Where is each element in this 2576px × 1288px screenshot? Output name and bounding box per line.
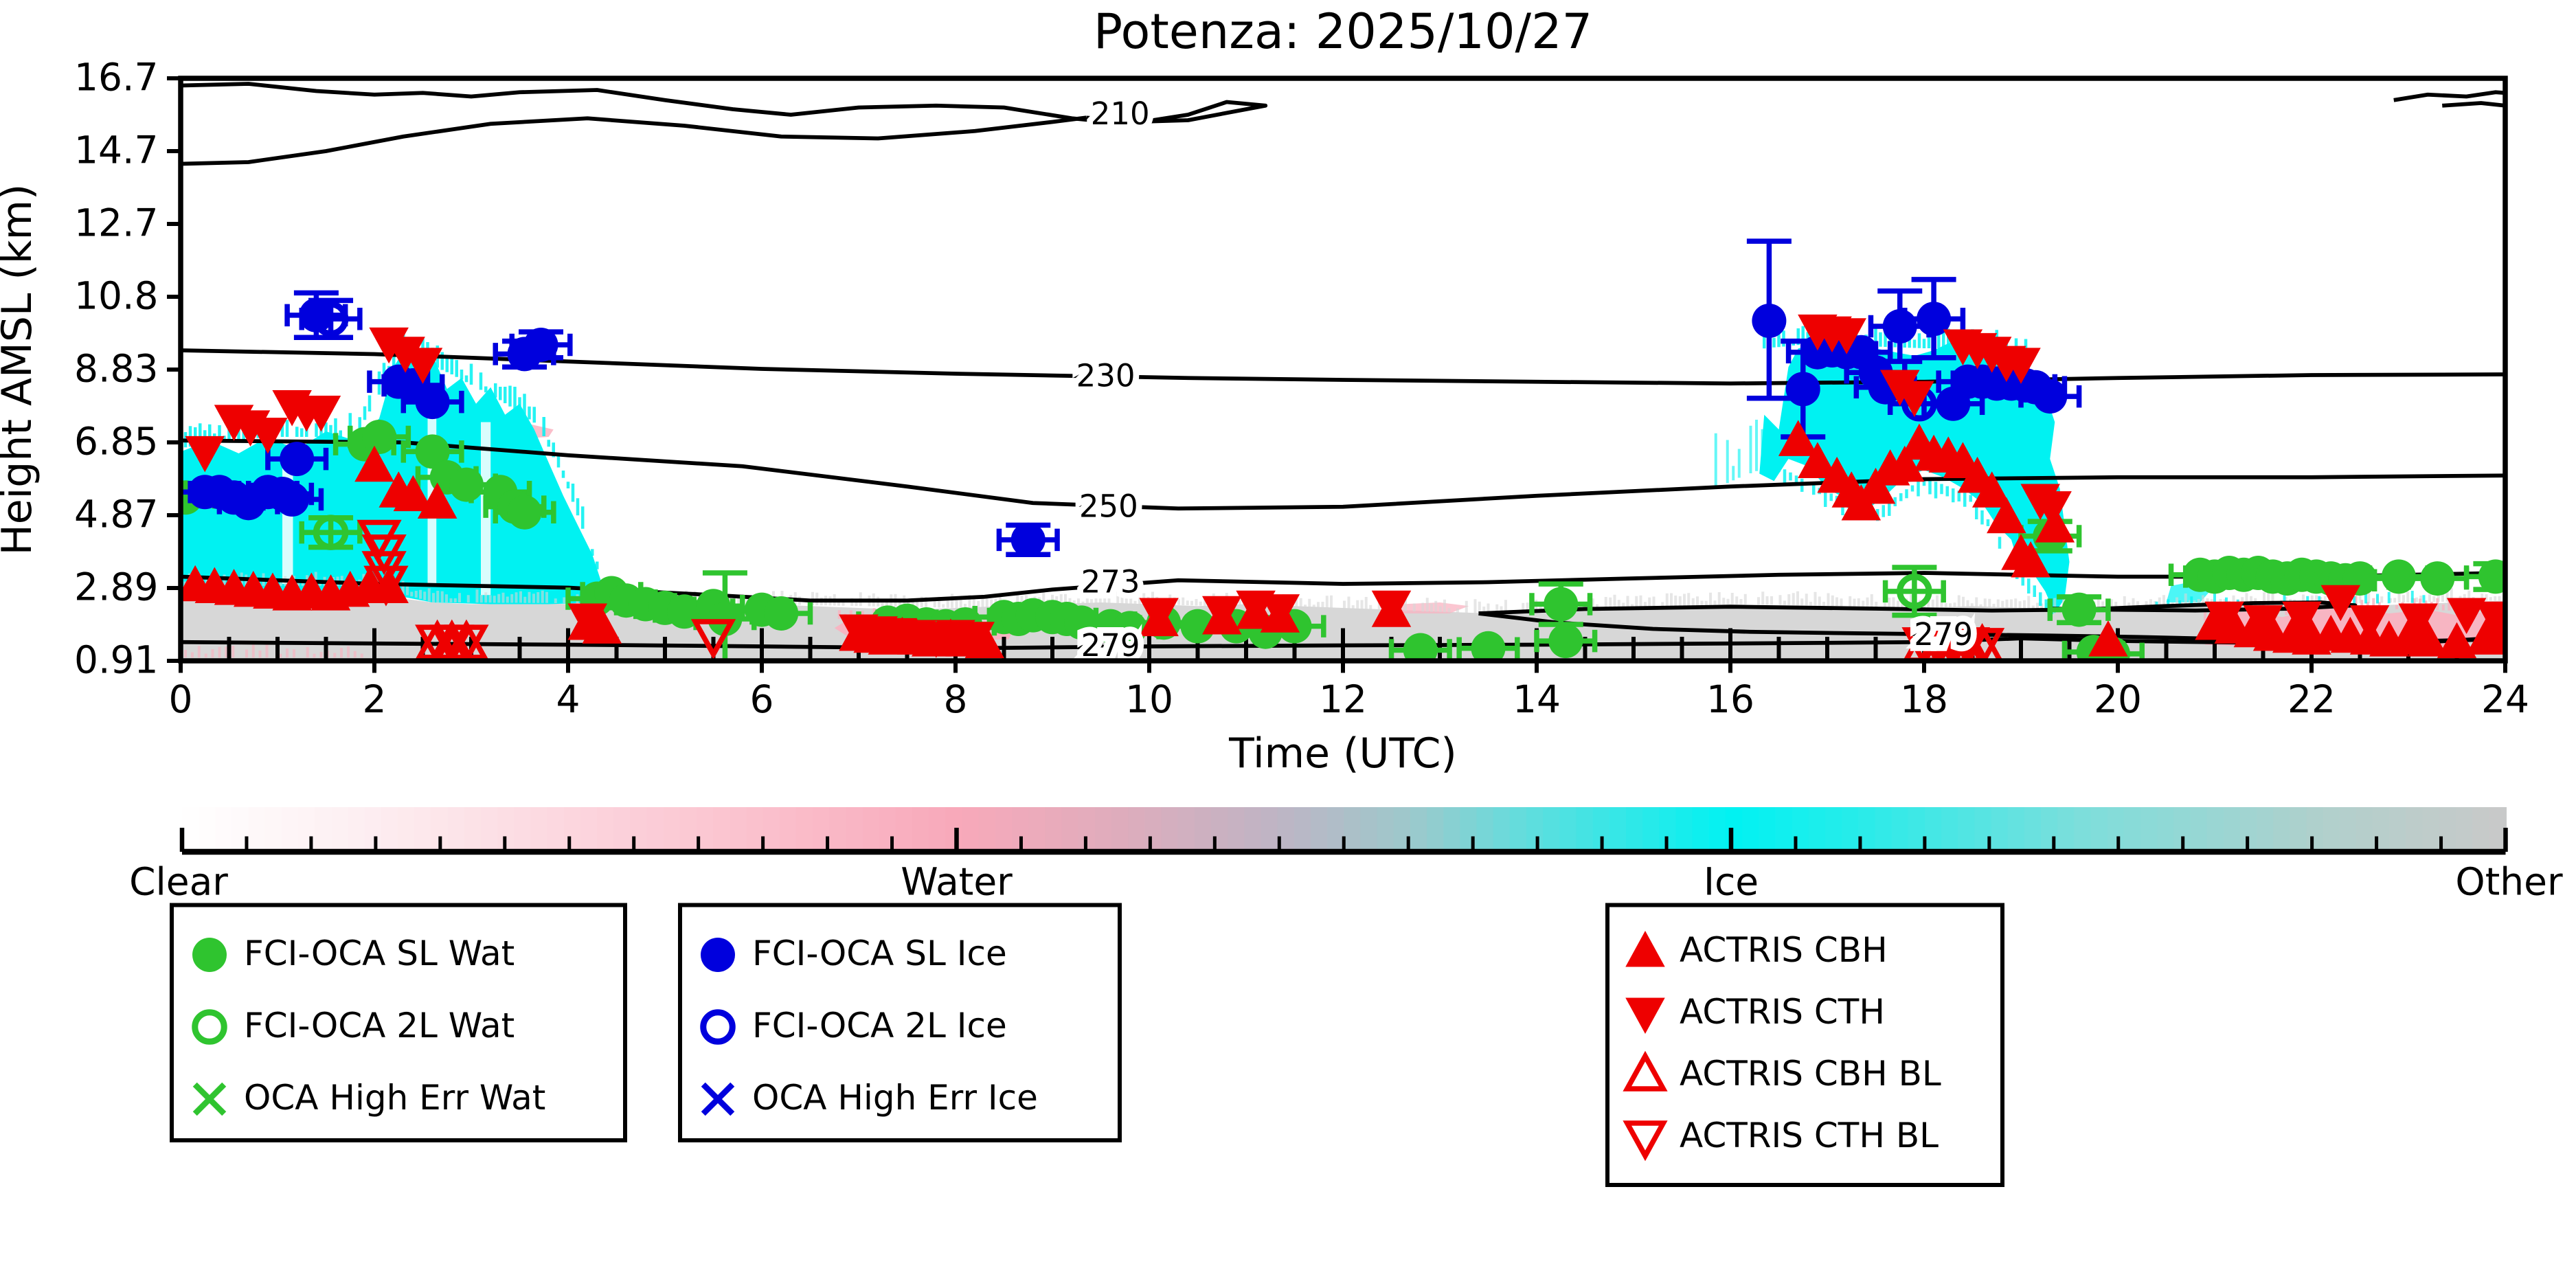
legend-label: ACTRIS CBH BL <box>1680 1054 1941 1094</box>
contour-c210-frag-right-b <box>2442 101 2505 108</box>
y-tick-label: 10.8 <box>74 274 158 318</box>
series-actris-cth-bl <box>357 519 2005 662</box>
x-tick-label: 10 <box>1125 677 1173 721</box>
contour-labels: 210 230 250 273 279 279 <box>1070 89 1979 664</box>
y-tick-label: 14.7 <box>74 128 158 172</box>
legend-label: FCI-OCA 2L Ice <box>752 1006 1007 1046</box>
legend-label: ACTRIS CBH <box>1680 930 1888 970</box>
chart-title: Potenza: 2025/10/27 <box>1094 3 1592 60</box>
legend-wat-item-1: FCI-OCA 2L Wat <box>192 1006 515 1046</box>
y-tick-label: 8.83 <box>74 347 158 391</box>
series-actris-cth <box>185 314 2505 658</box>
x-tick-label: 12 <box>1319 677 1367 721</box>
contour-label-230: 230 <box>1076 358 1136 394</box>
y-tick-label: 6.85 <box>74 420 158 464</box>
x-tick-label: 0 <box>169 677 193 721</box>
contour-c230 <box>180 348 2505 386</box>
y-tick-label: 16.7 <box>74 56 158 100</box>
y-tick-label: 0.91 <box>74 638 158 682</box>
contour-c210-upper <box>180 82 1268 126</box>
colorbar-label-ice: Ice <box>1704 860 1759 904</box>
colorbar-label-clear: Clear <box>129 860 228 904</box>
legend-ice-item-1: FCI-OCA 2L Ice <box>700 1006 1007 1046</box>
x-tick-label: 20 <box>2094 677 2142 721</box>
plot-area: 210 230 250 273 279 279 <box>180 82 2505 664</box>
y-tick-label: 2.89 <box>74 565 158 609</box>
contour-c210-frag-right-a <box>2393 90 2505 102</box>
legend-wat-item-2: OCA High Err Wat <box>192 1078 545 1118</box>
x-tick-label: 8 <box>944 677 968 721</box>
contour-label-210: 210 <box>1091 95 1150 132</box>
classification-colorbar: Clear Water Ice Other <box>129 807 2563 904</box>
y-tick-label: 4.87 <box>74 493 158 536</box>
x-tick-label: 18 <box>1900 677 1948 721</box>
colorbar-label-water: Water <box>901 860 1013 904</box>
legend-actris: ACTRIS CBH ACTRIS CTH ACTRIS CBH BL ACTRIS … <box>1605 903 2004 1187</box>
legend-actris-item-2: ACTRIS CBH BL <box>1623 1050 1941 1094</box>
legend-label: FCI-OCA SL Wat <box>244 934 515 973</box>
legend-label: FCI-OCA SL Ice <box>752 934 1007 973</box>
x-tick-label: 22 <box>2287 677 2336 721</box>
legend-ice-item-0: FCI-OCA SL Ice <box>701 934 1007 973</box>
legend-actris-item-0: ACTRIS CBH <box>1625 930 1888 970</box>
x-axis-title: Time (UTC) <box>1228 730 1457 778</box>
x-tick-label: 16 <box>1706 677 1754 721</box>
bg-ice-cyan-right <box>1759 339 2070 613</box>
y-axis: 0.91 2.89 4.87 6.85 8.83 10.8 12.7 14.7 16.7 Heig… <box>0 56 181 682</box>
legend-label: ACTRIS CTH BL <box>1680 1116 1939 1155</box>
errorbars-fci-oca-2l-ice <box>299 297 1951 416</box>
legend-label: OCA High Err Ice <box>752 1078 1038 1118</box>
legend-ice: FCI-OCA SL Ice FCI-OCA 2L Ice OCA High Err… <box>678 903 1122 1142</box>
legend-label: ACTRIS CTH <box>1680 992 1885 1032</box>
contour-label-279: 279 <box>1914 616 1973 653</box>
streaks-pink-bottom-left <box>184 644 363 658</box>
contour-label-250: 250 <box>1079 488 1138 525</box>
legend-label: OCA High Err Wat <box>244 1078 545 1118</box>
contour-c210-lower <box>180 115 1087 166</box>
legend-wat: FCI-OCA SL Wat FCI-OCA 2L Wat OCA High Err… <box>170 903 627 1142</box>
legend-actris-item-3: ACTRIS CTH BL <box>1623 1116 1939 1162</box>
legend-wat-item-0: FCI-OCA SL Wat <box>192 934 515 973</box>
legend-ice-item-2: OCA High Err Ice <box>701 1078 1038 1118</box>
legend-actris-item-1: ACTRIS CTH <box>1625 992 1885 1034</box>
legend-label: FCI-OCA 2L Wat <box>244 1006 515 1046</box>
y-tick-label: 12.7 <box>74 201 158 245</box>
series-fci-oca-2l-wat <box>313 515 1932 609</box>
x-tick-label: 2 <box>363 677 387 721</box>
x-tick-label: 6 <box>750 677 774 721</box>
colorbar-label-other: Other <box>2455 860 2563 904</box>
x-tick-label: 24 <box>2481 677 2529 721</box>
x-tick-label: 4 <box>556 677 580 721</box>
contour-label-279: 279 <box>1081 627 1140 664</box>
x-tick-label: 14 <box>1513 677 1561 721</box>
y-axis-title: Height AMSL (km) <box>0 184 41 556</box>
streaks-cyan-right-left-speckle <box>1714 419 1764 488</box>
contour-c250 <box>180 438 2505 511</box>
contour-label-273: 273 <box>1081 563 1140 600</box>
